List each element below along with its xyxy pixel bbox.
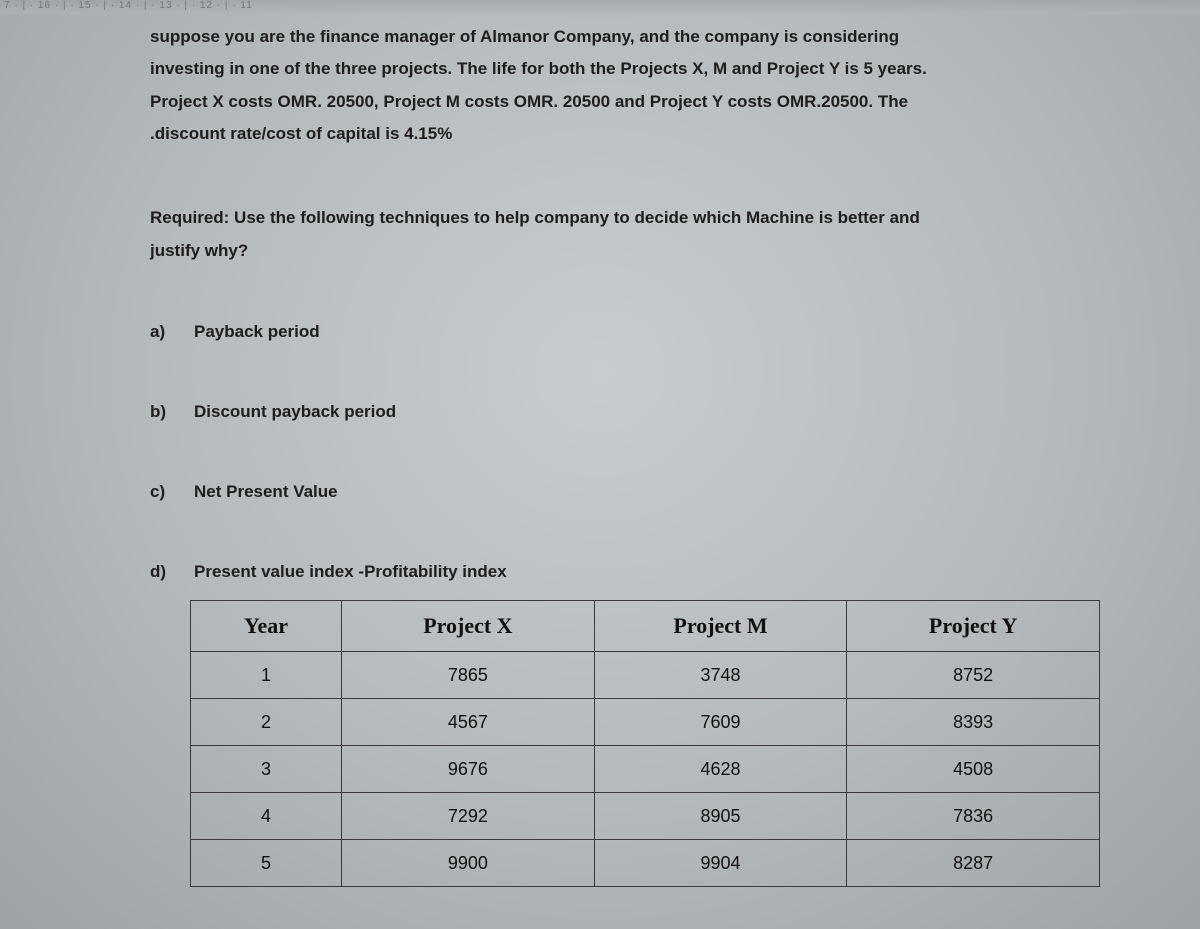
ruler-strip: 7 · | · 16 · | · 15 · | · 14 · | · 13 · … bbox=[0, 0, 1200, 14]
item-c-text: Net Present Value bbox=[194, 482, 338, 502]
cell-pm: 9904 bbox=[594, 840, 847, 887]
page-content: suppose you are the finance manager of A… bbox=[150, 18, 1110, 929]
table-row: 1 7865 3748 8752 bbox=[191, 652, 1100, 699]
item-b: b) Discount payback period bbox=[150, 402, 1110, 422]
header-year: Year bbox=[191, 601, 342, 652]
item-a-letter: a) bbox=[150, 322, 194, 342]
required-line-1: Required: Use the following techniques t… bbox=[150, 205, 1110, 231]
intro-line-2: investing in one of the three projects. … bbox=[150, 56, 1110, 82]
item-d-text: Present value index -Profitability index bbox=[194, 562, 507, 582]
cell-pm: 4628 bbox=[594, 746, 847, 793]
cashflow-table: Year Project X Project M Project Y 1 786… bbox=[190, 600, 1100, 887]
cell-year: 4 bbox=[191, 793, 342, 840]
item-d-letter: d) bbox=[150, 562, 194, 582]
cell-year: 1 bbox=[191, 652, 342, 699]
cell-pm: 7609 bbox=[594, 699, 847, 746]
item-a: a) Payback period bbox=[150, 322, 1110, 342]
cell-year: 2 bbox=[191, 699, 342, 746]
intro-line-1: suppose you are the finance manager of A… bbox=[150, 24, 1110, 50]
header-project-y: Project Y bbox=[847, 601, 1100, 652]
table-row: 4 7292 8905 7836 bbox=[191, 793, 1100, 840]
cell-year: 3 bbox=[191, 746, 342, 793]
header-project-m: Project M bbox=[594, 601, 847, 652]
header-project-x: Project X bbox=[342, 601, 595, 652]
item-b-letter: b) bbox=[150, 402, 194, 422]
item-d: d) Present value index -Profitability in… bbox=[150, 562, 1110, 582]
cell-py: 8393 bbox=[847, 699, 1100, 746]
item-c: c) Net Present Value bbox=[150, 482, 1110, 502]
cell-px: 9900 bbox=[342, 840, 595, 887]
cell-year: 5 bbox=[191, 840, 342, 887]
cell-py: 8287 bbox=[847, 840, 1100, 887]
cell-px: 4567 bbox=[342, 699, 595, 746]
intro-line-4: discount rate/cost of capital is 4.15% bbox=[150, 121, 1110, 147]
cell-py: 8752 bbox=[847, 652, 1100, 699]
cell-px: 7292 bbox=[342, 793, 595, 840]
item-b-text: Discount payback period bbox=[194, 402, 396, 422]
cell-pm: 3748 bbox=[594, 652, 847, 699]
table-row: 3 9676 4628 4508 bbox=[191, 746, 1100, 793]
cell-py: 4508 bbox=[847, 746, 1100, 793]
item-a-text: Payback period bbox=[194, 322, 320, 342]
item-c-letter: c) bbox=[150, 482, 194, 502]
question-items: a) Payback period b) Discount payback pe… bbox=[150, 322, 1110, 582]
table-row: 2 4567 7609 8393 bbox=[191, 699, 1100, 746]
table-row: 5 9900 9904 8287 bbox=[191, 840, 1100, 887]
cell-px: 7865 bbox=[342, 652, 595, 699]
cell-px: 9676 bbox=[342, 746, 595, 793]
required-line-2: justify why? bbox=[150, 238, 1110, 264]
cell-pm: 8905 bbox=[594, 793, 847, 840]
cell-py: 7836 bbox=[847, 793, 1100, 840]
table-header-row: Year Project X Project M Project Y bbox=[191, 601, 1100, 652]
intro-line-3: Project X costs OMR. 20500, Project M co… bbox=[150, 89, 1110, 115]
